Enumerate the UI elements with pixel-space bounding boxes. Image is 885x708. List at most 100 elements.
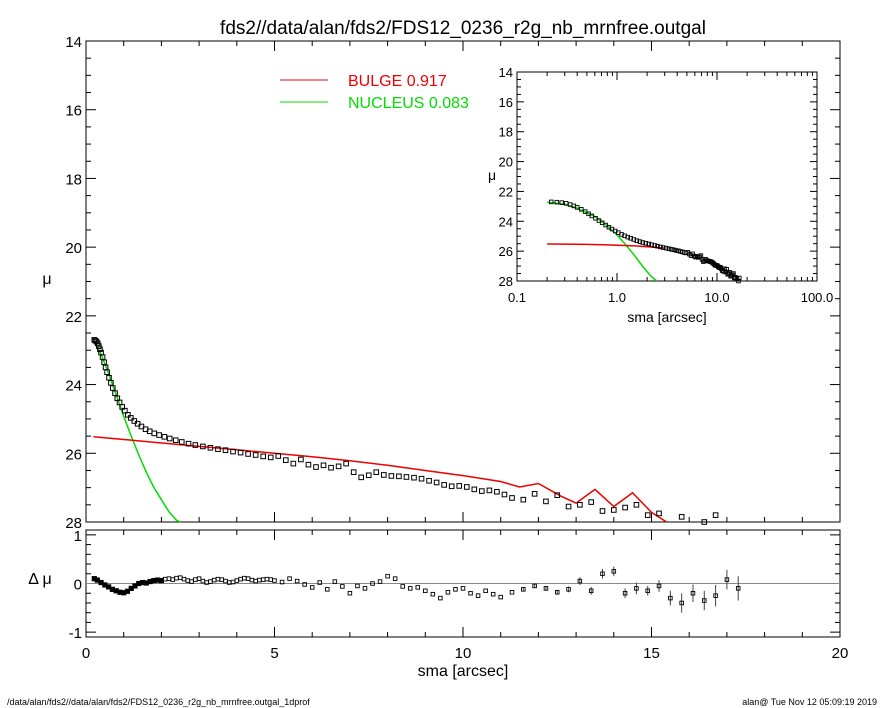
residual-point — [566, 587, 571, 592]
residual-point — [193, 577, 198, 582]
data-point — [486, 487, 493, 494]
data-point — [151, 430, 158, 437]
data-point — [166, 435, 173, 442]
residual-point — [325, 587, 330, 592]
data-point — [128, 415, 134, 421]
legend-label-bulge: BULGE 0.917 — [348, 73, 447, 90]
residual-point — [170, 577, 175, 582]
residual-point — [498, 594, 503, 600]
main-y-tick-label: 14 — [65, 34, 82, 51]
data-point — [531, 491, 538, 497]
inset-data-point — [625, 234, 630, 240]
inset-data-point — [646, 241, 652, 247]
main-y-tick-label: 24 — [65, 378, 82, 395]
inset-y-tick-label: 16 — [499, 95, 513, 110]
residual-point — [174, 575, 179, 581]
residual-point — [196, 576, 202, 581]
inset-data-point — [574, 205, 580, 210]
residual-point — [392, 576, 398, 581]
footer-timestamp: alan@ Tue Nov 12 05:09:19 2019 — [742, 697, 877, 707]
resid-y-tick-label: 1 — [74, 528, 82, 545]
residual-point — [702, 598, 707, 603]
residual-point — [253, 578, 258, 584]
x-tick-label: 5 — [270, 645, 278, 662]
inset-y-tick-label: 22 — [499, 184, 513, 199]
inset-data-point — [671, 247, 677, 253]
main-series-layer — [91, 337, 719, 525]
data-point — [433, 479, 440, 486]
residual-point — [385, 573, 390, 579]
residual-point — [430, 591, 436, 597]
data-point — [109, 385, 116, 391]
inset-y-tick-label: 26 — [499, 244, 513, 259]
data-point — [200, 443, 206, 450]
x-tick-label: 0 — [82, 645, 90, 662]
residual-point — [309, 585, 315, 590]
data-point — [373, 469, 380, 475]
residual-point — [735, 586, 741, 591]
residual-point — [362, 586, 368, 591]
inset-axis-ticks — [516, 71, 818, 282]
data-point — [388, 473, 395, 479]
data-point — [358, 474, 365, 481]
data-point — [381, 472, 387, 478]
inset-data-point — [660, 245, 666, 250]
data-point — [222, 447, 229, 453]
data-point — [320, 462, 327, 469]
inset-data-point — [554, 199, 560, 205]
data-point — [411, 474, 417, 481]
data-point — [418, 475, 425, 482]
inset-series-layer — [547, 199, 742, 284]
residual-point — [302, 582, 307, 587]
residual-y-tick-labels: 1 0 -1 — [69, 528, 82, 642]
data-point — [543, 498, 549, 505]
residual-point — [242, 575, 247, 581]
residual-point — [234, 578, 240, 583]
data-point — [99, 354, 106, 360]
residual-point — [445, 590, 451, 595]
residual-point — [208, 579, 213, 584]
data-point — [426, 477, 432, 484]
data-point — [125, 412, 131, 418]
main-y-tick-label: 26 — [65, 446, 82, 463]
residual-point — [340, 584, 345, 589]
residual-point — [555, 590, 560, 595]
residual-point — [294, 578, 300, 584]
inset-x-tick-labels: 0.1 1.0 10.0 100.0 — [508, 290, 833, 305]
data-point — [328, 464, 334, 471]
chart-title: fds2//data/alan/fds2/FDS12_0236_r2g_nb_m… — [220, 18, 706, 39]
footer-file-path: /data/alan/fds2//data/alan/fds2/FDS12_02… — [7, 697, 310, 707]
residual-point — [223, 578, 228, 584]
data-point — [106, 374, 112, 381]
residual-point — [645, 588, 650, 594]
residual-point — [158, 577, 165, 584]
data-point — [97, 346, 103, 352]
main-y-tick-label: 16 — [65, 103, 82, 120]
data-point — [611, 507, 617, 513]
inset-x-tick-label: 0.1 — [508, 290, 526, 305]
residual-point — [468, 590, 473, 596]
residual-point — [355, 583, 360, 589]
inset-data-point — [628, 236, 633, 241]
data-point — [230, 448, 236, 455]
inset-x-tick-label: 100.0 — [801, 290, 834, 305]
residual-point — [245, 576, 251, 581]
residual-point — [622, 590, 628, 596]
residual-point — [679, 600, 684, 606]
inset-data-point — [637, 239, 643, 244]
data-point — [456, 483, 463, 489]
data-point — [96, 343, 102, 349]
inset-data-point — [640, 240, 646, 245]
data-point — [245, 451, 251, 457]
data-point — [448, 483, 455, 490]
data-point — [252, 452, 259, 458]
residual-point — [543, 586, 549, 591]
inset-y-tick-label: 18 — [499, 125, 513, 140]
data-point — [108, 380, 114, 386]
inset-data-point — [666, 246, 672, 252]
residual-point — [438, 595, 443, 601]
x-tick-labels: 0 5 10 15 20 — [82, 645, 849, 662]
x-tick-label: 20 — [832, 645, 849, 662]
residual-point — [260, 577, 266, 582]
